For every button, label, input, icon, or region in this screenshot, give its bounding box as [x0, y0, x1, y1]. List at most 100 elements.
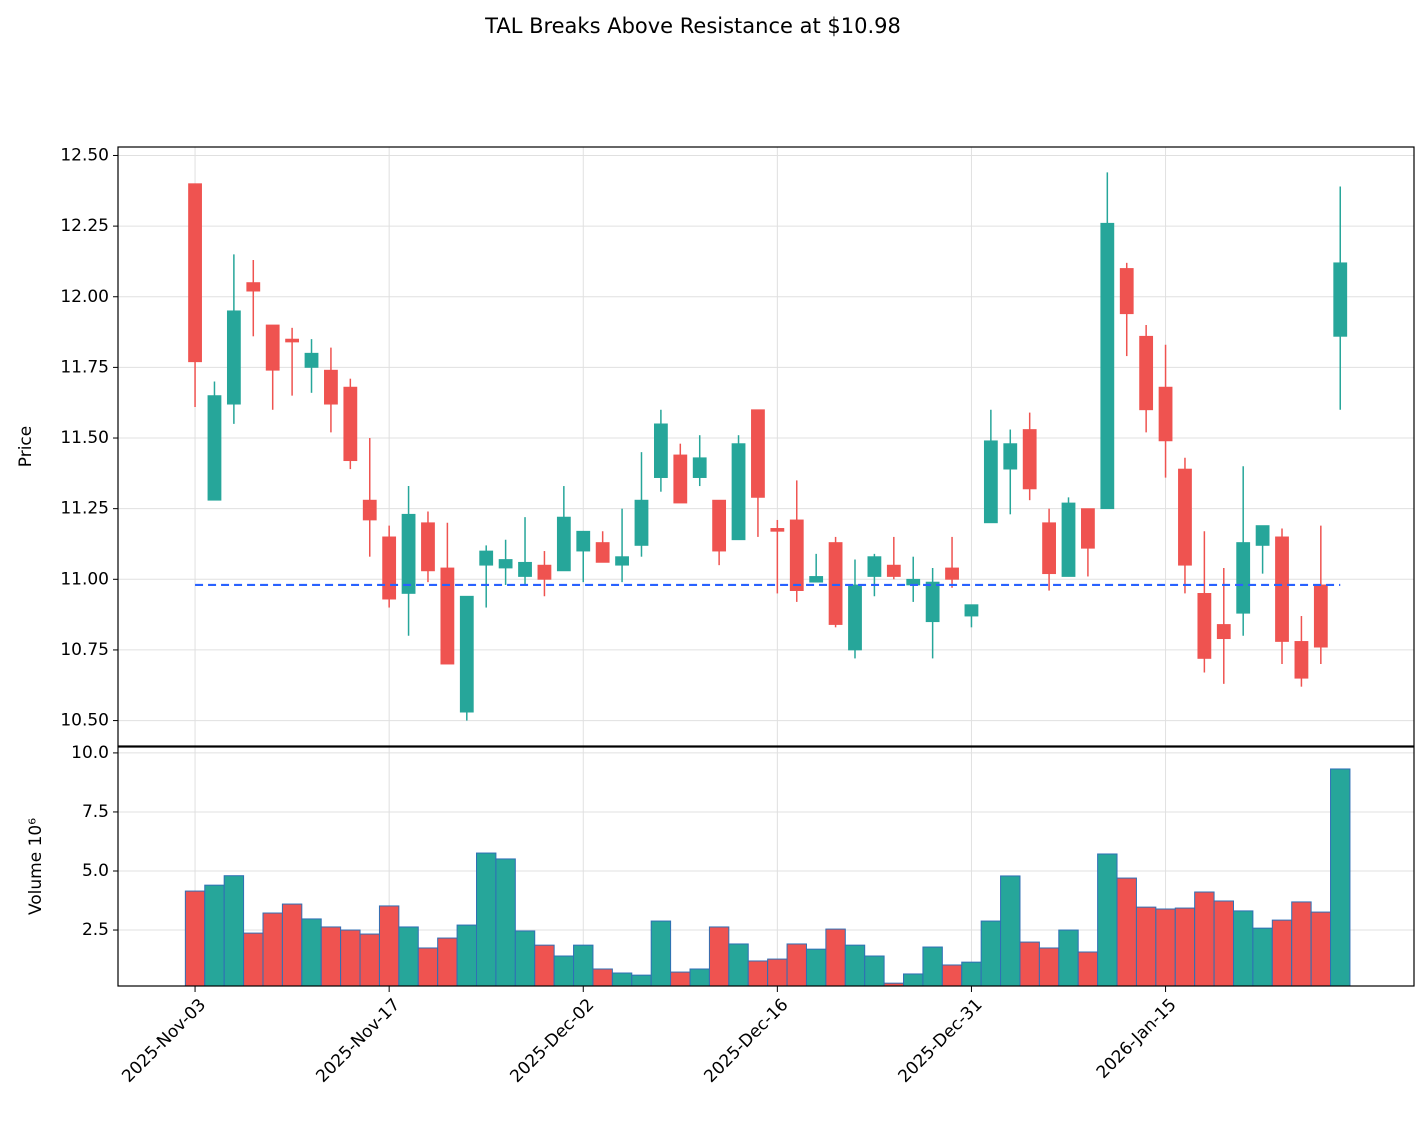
candle-body — [459, 595, 474, 713]
candle-body — [207, 395, 222, 501]
volume-bar — [728, 943, 749, 986]
candle-body — [751, 409, 765, 498]
candle-body — [1216, 624, 1231, 640]
candle-body — [712, 499, 727, 552]
candle-body — [1022, 429, 1037, 490]
volume-bar — [941, 964, 963, 986]
volume-bar — [650, 920, 672, 986]
candle-body — [246, 282, 261, 292]
volume-bar — [1213, 900, 1234, 986]
candle-body — [925, 581, 940, 623]
y-tick-label: 12.25 — [60, 216, 109, 236]
y-tick-label: 11.25 — [60, 499, 109, 519]
candle-body — [226, 310, 241, 405]
candle-body — [731, 443, 746, 541]
y-tick-label: 11.00 — [60, 569, 109, 589]
candle-body — [1197, 593, 1212, 659]
x-tick-label: 2025-Nov-03 — [118, 995, 210, 1087]
volume-bar — [281, 903, 303, 986]
x-tick-label: 2026-Jan-15 — [1093, 995, 1181, 1083]
y-tick-label: 2.5 — [82, 920, 109, 940]
x-tick-label: 2025-Nov-17 — [312, 995, 404, 1087]
x-tick-label: 2025-Dec-16 — [700, 995, 792, 1087]
volume-bar — [611, 972, 633, 986]
y-tick-label: 5.0 — [82, 861, 109, 881]
candle-body — [537, 564, 552, 580]
candle-body — [576, 530, 591, 552]
candle-body — [964, 604, 979, 617]
y-axis-label: Price — [16, 426, 36, 467]
candle-body — [382, 536, 397, 600]
candle-body — [518, 561, 532, 577]
volume-bar — [786, 943, 807, 986]
candle-body — [265, 324, 280, 371]
volume-bar — [437, 937, 458, 986]
y-tick-label: 12.00 — [60, 287, 109, 307]
volume-bar — [417, 947, 439, 986]
volume-bar — [1019, 941, 1040, 986]
y-tick-label: 10.75 — [60, 640, 109, 660]
volume-bar — [844, 944, 866, 986]
candle-body — [1100, 222, 1115, 510]
candle-body — [362, 499, 377, 521]
candle-body — [1275, 536, 1289, 642]
y-axis-label: Volume 10⁶ — [26, 818, 46, 915]
volume-bar — [883, 982, 905, 986]
candle-body — [498, 559, 513, 569]
candle-body — [440, 567, 455, 665]
y-tick-label: 11.75 — [60, 357, 109, 377]
volume-bar — [1116, 877, 1137, 986]
volume-bar — [378, 905, 400, 986]
candle-body — [1255, 525, 1270, 546]
candle-body — [848, 584, 862, 651]
volume-bar — [747, 960, 769, 986]
candle-body — [945, 567, 959, 580]
candle-body — [789, 519, 804, 591]
x-tick-label: 2025-Dec-31 — [895, 995, 987, 1087]
candle-body — [324, 369, 338, 405]
candle-body — [595, 542, 610, 563]
candle-body — [188, 183, 202, 363]
volume-bar — [223, 875, 245, 986]
candle-body — [304, 352, 319, 368]
volume-bar — [1271, 919, 1293, 986]
candle-body — [1178, 468, 1192, 566]
volume-bar — [1038, 947, 1060, 986]
candle-body — [886, 564, 901, 577]
volume-bar — [903, 973, 924, 986]
candle-body — [809, 576, 824, 583]
axes-frame — [117, 746, 1415, 987]
candle-body — [653, 423, 668, 478]
candle-body — [421, 522, 435, 572]
volume-bar — [1077, 951, 1099, 986]
volume-bar — [553, 955, 575, 986]
volume-bar — [262, 912, 283, 986]
candle-body — [479, 550, 494, 566]
volume-bar — [1155, 908, 1176, 986]
volume-bar — [922, 946, 943, 986]
volume-bar — [980, 920, 1002, 986]
volume-bar — [670, 971, 691, 986]
candle-body — [1003, 443, 1018, 470]
volume-bar — [476, 852, 497, 986]
volume-bar — [1000, 875, 1021, 986]
candle-body — [1333, 262, 1348, 337]
volume-bar — [1174, 907, 1196, 986]
volume-panel — [118, 747, 1414, 986]
candle-body — [1061, 502, 1076, 577]
volume-bar — [1135, 906, 1157, 986]
volume-bar — [689, 968, 710, 986]
candle-body — [1294, 641, 1309, 679]
volume-bar — [1194, 891, 1215, 986]
candle-body — [1139, 335, 1154, 411]
axes-frame — [117, 146, 1415, 747]
candle-body — [401, 513, 416, 594]
volume-bar — [1330, 768, 1351, 986]
volume-bar — [359, 933, 380, 986]
price-panel — [118, 147, 1414, 746]
candle-body — [692, 457, 707, 478]
candle-body — [343, 386, 358, 462]
candle-body — [1081, 508, 1095, 549]
